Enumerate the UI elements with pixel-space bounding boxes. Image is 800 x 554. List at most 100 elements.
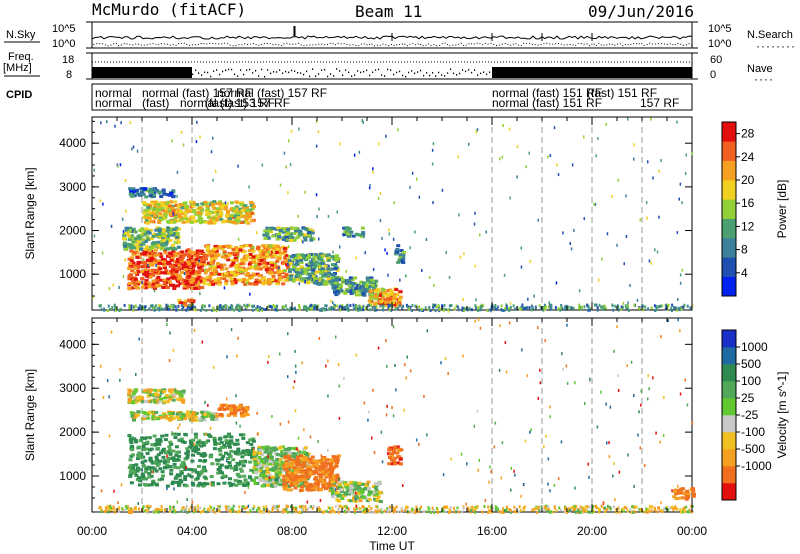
echo-cell	[217, 447, 222, 451]
echo-cell	[219, 440, 224, 444]
freq-dot	[258, 75, 260, 77]
echo-cell	[111, 306, 114, 309]
echo-cell	[179, 437, 184, 441]
echo-cell	[313, 477, 318, 481]
echo-cell	[140, 261, 144, 264]
echo-cell	[235, 254, 240, 258]
echo-cell	[199, 506, 202, 510]
echo-cell	[289, 226, 294, 230]
echo-cell	[307, 261, 312, 265]
echo-cell	[297, 276, 302, 280]
echo-cell	[173, 251, 178, 255]
echo-cell	[183, 478, 188, 481]
echo-cell	[157, 269, 162, 273]
echo-cell	[189, 271, 194, 275]
scatter-point	[171, 139, 173, 143]
echo-cell	[325, 471, 329, 475]
scatter-point	[676, 231, 679, 235]
scatter-point	[125, 209, 127, 213]
echo-cell	[321, 274, 326, 278]
echo-cell	[170, 305, 173, 308]
freq-dot	[360, 71, 362, 74]
freq-dot	[366, 69, 368, 72]
echo-cell	[273, 308, 276, 312]
echo-cell	[317, 479, 322, 483]
echo-cell	[152, 254, 157, 258]
echo-cell	[146, 208, 151, 212]
echo-cell	[145, 210, 150, 214]
echo-cell	[135, 251, 140, 254]
echo-cell	[314, 479, 319, 483]
echo-cell	[168, 280, 172, 284]
echo-cell	[167, 307, 170, 311]
echo-cell	[173, 391, 178, 394]
freq-dot	[378, 68, 380, 71]
echo-cell	[661, 304, 664, 308]
echo-cell	[522, 506, 525, 510]
echo-cell	[215, 458, 220, 462]
echo-cell	[354, 305, 357, 309]
echo-cell	[340, 480, 344, 484]
scatter-point	[289, 263, 292, 267]
echo-cell	[201, 484, 206, 488]
echo-cell	[129, 411, 134, 415]
echo-cell	[226, 440, 231, 444]
echo-cell	[301, 451, 306, 455]
echo-cell	[153, 205, 157, 209]
echo-cell	[586, 505, 589, 508]
echo-cell	[530, 308, 533, 312]
echo-cell	[289, 232, 294, 236]
echo-cell	[194, 212, 199, 216]
echo-cell	[357, 293, 362, 297]
echo-cell	[199, 249, 204, 253]
scatter-point	[559, 306, 562, 310]
echo-cell	[165, 227, 170, 231]
echo-cell	[295, 480, 300, 483]
echo-cell	[470, 505, 473, 509]
echo-cell	[288, 463, 293, 467]
echo-cell	[226, 414, 231, 417]
echo-cell	[194, 450, 199, 454]
echo-cell	[129, 481, 134, 485]
echo-cell	[180, 304, 183, 308]
echo-cell	[242, 474, 247, 478]
scatter-point	[528, 151, 530, 155]
echo-cell	[282, 483, 287, 487]
echo-cell	[234, 221, 239, 225]
echo-cell	[292, 447, 297, 451]
freq-dot	[216, 69, 218, 71]
echo-cell	[245, 208, 250, 212]
echo-cell	[504, 307, 507, 311]
echo-cell	[296, 458, 301, 462]
echo-cell	[683, 506, 686, 510]
echo-cell	[314, 470, 319, 474]
echo-cell	[189, 410, 194, 414]
scatter-point	[520, 265, 523, 269]
echo-cell	[133, 285, 138, 289]
echo-cell	[389, 295, 394, 299]
echo-cell	[343, 291, 348, 295]
echo-cell	[248, 260, 253, 264]
echo-cell	[602, 506, 605, 510]
echo-cell	[369, 276, 374, 280]
echo-cell	[136, 410, 141, 414]
echo-cell	[521, 306, 524, 310]
echo-cell	[287, 505, 289, 509]
echo-cell	[186, 260, 191, 264]
echo-cell	[138, 507, 140, 511]
echo-cell	[231, 458, 236, 462]
echo-cell	[488, 509, 490, 513]
echo-cell	[379, 293, 383, 297]
echo-cell	[200, 416, 205, 420]
echo-cell	[278, 446, 283, 449]
echo-cell	[183, 284, 188, 288]
echo-cell	[183, 201, 188, 205]
echo-cell	[244, 218, 249, 222]
echo-cell	[145, 218, 150, 222]
echo-cell	[193, 272, 198, 276]
echo-cell	[299, 454, 303, 458]
echo-cell	[202, 452, 207, 455]
echo-cell	[158, 252, 163, 256]
echo-cell	[164, 307, 167, 310]
echo-cell	[356, 491, 361, 495]
